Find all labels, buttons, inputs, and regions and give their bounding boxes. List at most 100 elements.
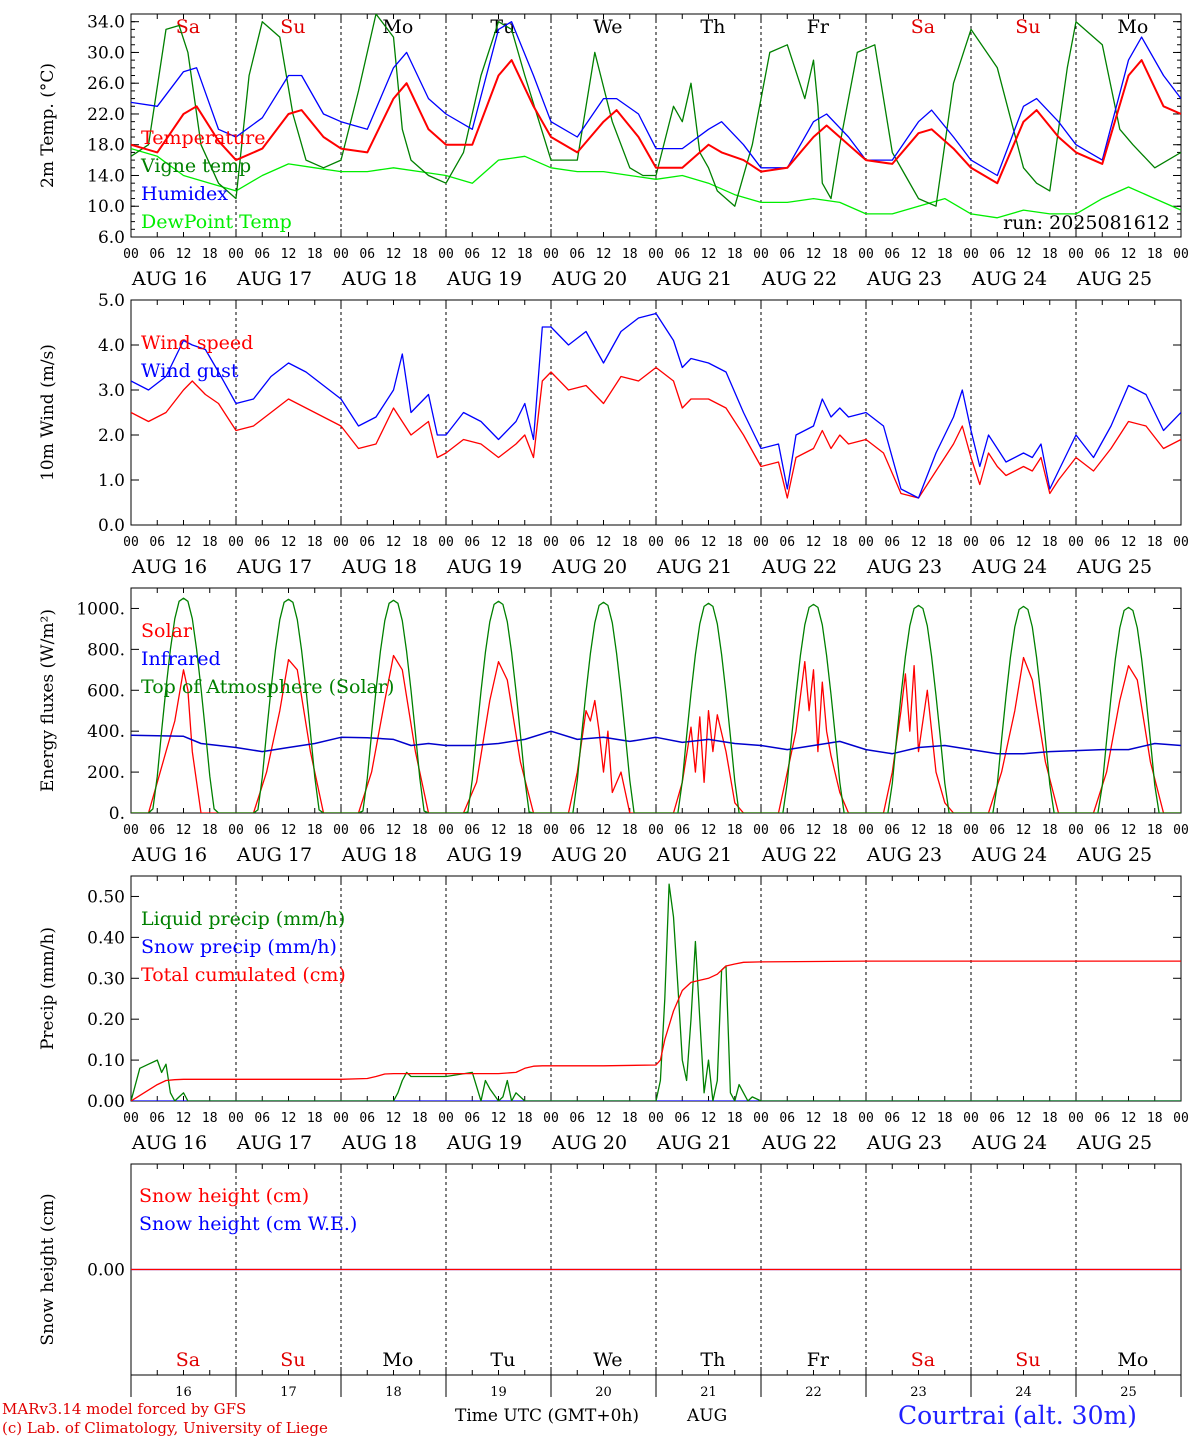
- date-label: AUG 22: [761, 844, 837, 866]
- date-label: AUG 23: [866, 844, 942, 866]
- series-line: [131, 654, 1181, 813]
- y-tick-label: 10.0: [87, 197, 125, 217]
- hour-label: 00: [963, 823, 979, 838]
- y-tick-label: 0.50: [87, 887, 125, 907]
- panel-frame: [130, 587, 1182, 814]
- legend-entry: Snow height (cm): [139, 1185, 309, 1207]
- hour-label: 18: [937, 1111, 953, 1126]
- hour-label: 18: [622, 247, 638, 262]
- hour-label: 06: [674, 535, 690, 550]
- hour-label: 18: [832, 1111, 848, 1126]
- hour-label: 06: [779, 535, 795, 550]
- hour-label: 00: [228, 247, 244, 262]
- hour-label: 06: [464, 823, 480, 838]
- date-label: AUG 24: [971, 556, 1047, 578]
- panel-frame: [130, 13, 1182, 238]
- hour-label: 18: [937, 535, 953, 550]
- hour-label: 00: [858, 247, 874, 262]
- date-number: 23: [910, 1385, 927, 1400]
- weekday-label: Mo: [1117, 1349, 1148, 1371]
- series-line: [131, 312, 1181, 499]
- weekday-label: Th: [700, 1349, 725, 1371]
- hour-label: 12: [176, 1111, 192, 1126]
- panel-wind: 0.0 1.0 2.0 3.0 4.0 5.0 10m Wind (m/s) 00 06 12 18…: [38, 291, 1189, 578]
- legend-entry: Total cumulated (cm): [141, 964, 346, 986]
- hour-label: 18: [412, 247, 428, 262]
- hour-label: 06: [569, 247, 585, 262]
- date-label: AUG 22: [761, 268, 837, 290]
- y-axis-title: Snow height (cm): [38, 1193, 58, 1345]
- hour-label: 00: [858, 1111, 874, 1126]
- x-axis-month: AUG: [687, 1406, 728, 1426]
- footer-lab-credit: (c) Lab. of Climatology, University of L…: [2, 1419, 328, 1437]
- hour-label: 12: [911, 823, 927, 838]
- hour-label: 18: [412, 535, 428, 550]
- date-label: AUG 17: [236, 268, 312, 290]
- hour-label: 18: [1042, 535, 1058, 550]
- hour-label: 12: [491, 823, 507, 838]
- weekday-label: Fr: [807, 1349, 830, 1371]
- date-label: AUG 24: [971, 268, 1047, 290]
- x-tick-labels: 00 06 12 18 AUG 16 00 06 12 18 AUG 17 00 06 12 18 AUG …: [123, 823, 1189, 866]
- y-axis-title: Precip (mm/h): [38, 927, 58, 1050]
- hour-label: 06: [359, 247, 375, 262]
- legend-entry: Temperature: [141, 127, 265, 149]
- date-label: AUG 20: [551, 844, 627, 866]
- hour-label: 12: [596, 247, 612, 262]
- hour-label: 18: [307, 535, 323, 550]
- hour-label: 00: [963, 535, 979, 550]
- hour-label: 06: [464, 1111, 480, 1126]
- hour-label: 12: [281, 823, 297, 838]
- date-number: 20: [595, 1385, 612, 1400]
- weekday-label: Su: [1015, 1349, 1040, 1371]
- date-label: AUG 16: [131, 268, 207, 290]
- hour-label: 00: [1068, 535, 1084, 550]
- y-axis-title: 10m Wind (m/s): [38, 344, 58, 481]
- hour-label: 18: [937, 823, 953, 838]
- date-number-labels: 16 17 18 19 20 21 22 23 24 25: [130, 1375, 1182, 1400]
- date-label: AUG 18: [341, 1132, 417, 1154]
- hour-label: 18: [1042, 823, 1058, 838]
- hour-label: 00: [1068, 823, 1084, 838]
- date-number: 21: [700, 1385, 717, 1400]
- hour-label: 00: [333, 535, 349, 550]
- y-tick-label: 3.0: [98, 381, 125, 401]
- panel-temp: 6.0 10.0 14.0 18.0 22.0 26.0 30.0 34.0 2m Temp. …: [38, 13, 1189, 290]
- hour-label: 12: [1121, 535, 1137, 550]
- hour-label: 06: [254, 247, 270, 262]
- date-label: AUG 25: [1076, 844, 1152, 866]
- panel-frame: [130, 299, 1182, 526]
- legend-entry: DewPoint Temp: [141, 211, 292, 233]
- hour-label: 12: [1016, 247, 1032, 262]
- legend-entry: Top of Atmosphere (Solar): [141, 676, 394, 698]
- hour-label: 18: [727, 1111, 743, 1126]
- y-tick-label: 4.0: [98, 336, 125, 356]
- legend-entry: Wind gust: [141, 360, 239, 382]
- hour-label: 18: [1147, 247, 1163, 262]
- hour-label: 06: [254, 823, 270, 838]
- hour-label: 06: [1094, 1111, 1110, 1126]
- hour-label: 06: [884, 823, 900, 838]
- series-line: [131, 366, 1181, 499]
- y-tick-label: 26.0: [87, 74, 125, 94]
- hour-label: 06: [779, 247, 795, 262]
- hour-label: 12: [806, 1111, 822, 1126]
- series-line: [131, 14, 1181, 207]
- date-label: AUG 25: [1076, 1132, 1152, 1154]
- hour-label: 06: [569, 535, 585, 550]
- date-label: AUG 18: [341, 844, 417, 866]
- hour-label: 00: [648, 247, 664, 262]
- hour-label: 18: [307, 823, 323, 838]
- y-tick-label: 34.0: [87, 13, 125, 33]
- hour-label: 06: [674, 247, 690, 262]
- hour-label: 00: [648, 535, 664, 550]
- y-tick-label: 5.0: [98, 291, 125, 311]
- x-tick-labels: 00 06 12 18 AUG 16 00 06 12 18 AUG 17 00 06 12 18 AUG …: [123, 1111, 1189, 1154]
- date-label: AUG 17: [236, 844, 312, 866]
- series-line: [131, 59, 1181, 185]
- hour-label: 18: [937, 247, 953, 262]
- series-group: [131, 312, 1181, 499]
- y-tick-label: 22.0: [87, 105, 125, 125]
- hour-label: 18: [307, 1111, 323, 1126]
